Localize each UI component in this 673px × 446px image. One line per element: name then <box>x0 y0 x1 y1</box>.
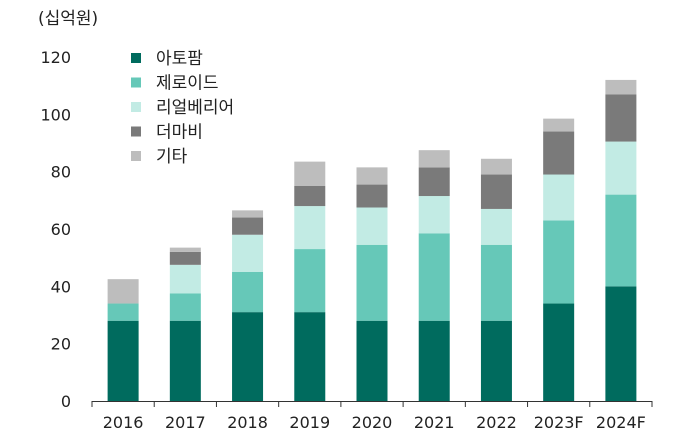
x-axis: 2016 2017 2018 2019 2020 2021 2022 2023F 2024F <box>91 401 653 432</box>
bar-segment <box>294 161 326 186</box>
bar-segment <box>232 217 264 235</box>
bar-segment <box>232 312 264 401</box>
legend-label: 더마비 <box>156 123 203 143</box>
y-tick-label: 20 <box>51 335 71 354</box>
bar-segment <box>605 94 637 142</box>
legend-swatch <box>131 77 141 88</box>
bar-segment <box>107 279 139 304</box>
bar-segment <box>480 174 512 209</box>
legend-swatch <box>131 151 141 161</box>
legend-swatch <box>131 126 141 137</box>
bar-segment <box>107 320 139 401</box>
x-tick-label: 2020 <box>352 413 393 432</box>
bar-segment <box>418 150 450 168</box>
bar-segment <box>543 131 575 175</box>
bar-segment <box>356 320 388 401</box>
y-tick-label: 60 <box>51 220 71 239</box>
y-tick-label: 80 <box>51 163 71 182</box>
bar-segment <box>605 141 637 195</box>
bar-segment <box>356 207 388 245</box>
legend-label: 기타 <box>156 147 188 167</box>
bar-segment <box>169 251 201 265</box>
bar-segment <box>356 167 388 185</box>
legend-swatch <box>131 102 141 112</box>
bar-segment <box>169 264 201 294</box>
y-tick-label: 40 <box>51 277 71 296</box>
x-tick-label: 2023F <box>534 413 584 432</box>
x-tick-label: 2018 <box>227 413 268 432</box>
legend-label: 제로이드 <box>156 74 219 94</box>
bar-segment <box>169 293 201 321</box>
bar-segment <box>294 186 326 207</box>
bar-segment <box>232 272 264 313</box>
legend-label: 리얼베리어 <box>156 98 234 118</box>
x-tick-label: 2024F <box>596 413 646 432</box>
bar-segment <box>418 233 450 321</box>
bar-segment <box>107 303 139 321</box>
bar-segment <box>480 320 512 401</box>
bar-segment <box>294 312 326 401</box>
bar-segment <box>418 320 450 401</box>
x-tick-label: 2016 <box>103 413 144 432</box>
x-tick-label: 2019 <box>289 413 330 432</box>
legend-swatch <box>131 53 141 63</box>
legend-label: 아토팜 <box>156 49 203 69</box>
unit-label: (십억원) <box>38 9 98 29</box>
bar-segment <box>480 208 512 245</box>
x-tick-label: 2021 <box>414 413 455 432</box>
y-tick-label: 100 <box>40 105 71 124</box>
bar-segment <box>418 196 450 234</box>
bar-segment <box>294 206 326 250</box>
bar-segment <box>543 303 575 401</box>
bar-segment <box>232 234 264 272</box>
bar-segment <box>232 210 264 218</box>
bar-segment <box>169 320 201 401</box>
y-tick-label: 120 <box>40 48 71 67</box>
bar-segment <box>480 244 512 321</box>
bar-segment <box>169 247 201 252</box>
bar-segment <box>418 167 450 197</box>
x-tick-label: 2017 <box>165 413 206 432</box>
bar-segment <box>605 194 637 287</box>
bars <box>107 79 637 401</box>
y-tick-label: 0 <box>61 392 71 411</box>
x-tick-label: 2022 <box>476 413 517 432</box>
bar-segment <box>356 244 388 321</box>
bar-segment <box>480 158 512 175</box>
bar-segment <box>356 184 388 208</box>
bar-segment <box>294 249 326 313</box>
bar-segment <box>543 118 575 132</box>
bar-segment <box>543 174 575 221</box>
y-axis: 0 20 40 60 80 100 120 <box>40 48 71 411</box>
bar-segment <box>605 79 637 95</box>
bar-segment <box>605 286 637 401</box>
bar-segment <box>543 220 575 304</box>
